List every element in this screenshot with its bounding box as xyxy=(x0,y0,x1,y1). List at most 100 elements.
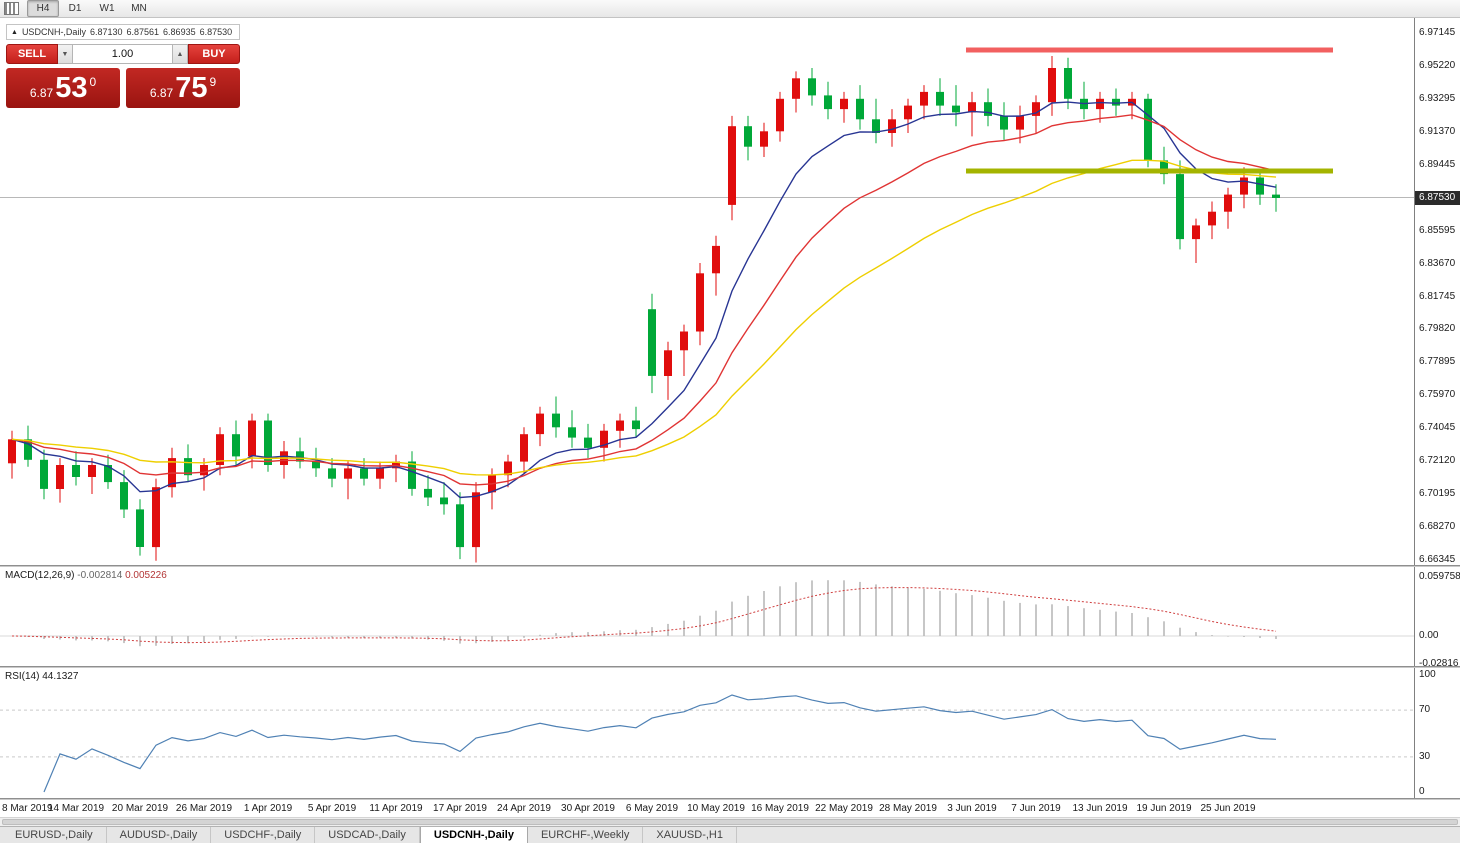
rsi-axis-label: 30 xyxy=(1419,751,1431,762)
candle-body xyxy=(1224,194,1232,212)
buy-price-display[interactable]: 6.87 75 9 xyxy=(126,68,240,108)
candle-body xyxy=(344,468,352,479)
timeframe-button-w1[interactable]: W1 xyxy=(99,3,115,14)
panel-separator[interactable] xyxy=(0,666,1460,668)
panel-separator[interactable] xyxy=(0,798,1460,800)
candle-body xyxy=(632,420,640,430)
date-label: 17 Apr 2019 xyxy=(433,803,487,814)
candle-body xyxy=(1112,98,1120,106)
candle-body xyxy=(1144,98,1152,161)
buy-button[interactable]: BUY xyxy=(188,44,240,64)
high-value: 6.87561 xyxy=(126,27,160,37)
date-label: 5 Apr 2019 xyxy=(307,803,357,814)
horizontal-scrollbar[interactable] xyxy=(0,817,1460,826)
support-line[interactable] xyxy=(966,168,1333,174)
rsi-panel-canvas[interactable] xyxy=(0,668,1414,798)
buy-price-point: 9 xyxy=(209,74,217,89)
candle-body xyxy=(984,102,992,116)
chart-window-icon xyxy=(4,2,19,15)
candle-body xyxy=(904,105,912,120)
macd-name: MACD(12,26,9) xyxy=(5,570,75,581)
date-label: 22 May 2019 xyxy=(815,803,873,814)
candle-body xyxy=(504,461,512,476)
candle-body xyxy=(184,458,192,476)
price-label: 6.89445 xyxy=(1419,159,1456,170)
sell-price-point: 0 xyxy=(89,74,97,89)
timeframe-button-d1[interactable]: D1 xyxy=(68,3,82,14)
rsi-axis-label: 70 xyxy=(1419,704,1431,715)
candle-body xyxy=(264,420,272,465)
sell-price-pips: 53 xyxy=(55,71,88,104)
candle-body xyxy=(520,434,528,462)
date-label: 28 May 2019 xyxy=(879,803,937,814)
date-label: 7 Jun 2019 xyxy=(1011,803,1061,814)
chart-tab-usdchf-daily[interactable]: USDCHF-,Daily xyxy=(211,827,316,843)
candle-body xyxy=(888,119,896,133)
candle-body xyxy=(856,98,864,120)
price-label: 6.83670 xyxy=(1419,258,1456,269)
candle-body xyxy=(472,492,480,548)
volume-down-button[interactable]: ▼ xyxy=(58,44,73,64)
sell-price-display[interactable]: 6.87 53 0 xyxy=(6,68,120,108)
volume-input[interactable] xyxy=(73,44,173,64)
price-chart-canvas[interactable] xyxy=(0,18,1414,565)
timeframe-button-mn[interactable]: MN xyxy=(131,3,147,14)
macd-axis-label: 0.00 xyxy=(1419,630,1439,641)
candle-body xyxy=(360,468,368,479)
candle-body xyxy=(200,465,208,476)
macd-signal-line xyxy=(11,587,1277,644)
scrollbar-thumb[interactable] xyxy=(2,819,1458,825)
date-label: 24 Apr 2019 xyxy=(497,803,551,814)
date-label: 11 Apr 2019 xyxy=(369,803,423,814)
ma-8-line xyxy=(11,101,1277,499)
candle-body xyxy=(968,102,976,113)
price-label: 6.97145 xyxy=(1419,27,1456,38)
macd-signal-value: 0.005226 xyxy=(125,570,167,581)
one-click-trading-panel: ▲ USDCNH-,Daily 6.87130 6.87561 6.86935 … xyxy=(6,24,240,108)
rsi-axis-label: 0 xyxy=(1419,786,1425,797)
candle-body xyxy=(1048,68,1056,103)
date-label: 26 Mar 2019 xyxy=(175,803,233,814)
chart-tab-xauusd-h1[interactable]: XAUUSD-,H1 xyxy=(643,827,737,843)
chart-tab-audusd-daily[interactable]: AUDUSD-,Daily xyxy=(106,827,212,843)
candle-body xyxy=(728,126,736,205)
time-scale[interactable]: 8 Mar 2019 14 Mar 2019 20 Mar 2019 26 Mar 2… xyxy=(0,800,1460,817)
macd-main-value: -0.002814 xyxy=(77,570,123,581)
candle-body xyxy=(24,439,32,460)
macd-axis-label: -0.02816 xyxy=(1419,658,1459,669)
candle-body xyxy=(840,98,848,110)
rsi-line xyxy=(43,694,1277,793)
date-label: 19 Jun 2019 xyxy=(1136,803,1192,814)
sell-button[interactable]: SELL xyxy=(6,44,58,64)
panel-separator[interactable] xyxy=(0,565,1460,567)
current-price-badge: 6.87530 xyxy=(1415,191,1460,205)
candle-body xyxy=(1096,98,1104,110)
chart-tab-eurchf-weekly[interactable]: EURCHF-,Weekly xyxy=(527,827,644,843)
chart-tab-usdcnh-daily[interactable]: USDCNH-,Daily xyxy=(419,827,528,843)
candle-body xyxy=(536,413,544,435)
chart-tab-eurusd-daily[interactable]: EURUSD-,Daily xyxy=(2,827,107,843)
candle-body xyxy=(408,461,416,489)
macd-panel-canvas[interactable] xyxy=(0,567,1414,666)
collapse-arrow-icon[interactable]: ▲ xyxy=(11,28,18,36)
date-label: 20 Mar 2019 xyxy=(111,803,169,814)
price-label: 6.75970 xyxy=(1419,389,1456,400)
candle-body xyxy=(760,131,768,147)
candle-body xyxy=(120,482,128,510)
volume-up-button[interactable]: ▲ xyxy=(173,44,188,64)
candle-body xyxy=(920,91,928,106)
timeframe-button-h4[interactable]: H4 xyxy=(27,0,59,17)
candle-body xyxy=(440,497,448,505)
low-value: 6.86935 xyxy=(163,27,196,37)
price-label: 6.70195 xyxy=(1419,488,1456,499)
candle-body xyxy=(88,465,96,477)
date-label: 3 Jun 2019 xyxy=(947,803,997,814)
candle-body xyxy=(952,105,960,113)
price-scale[interactable]: 6.97145 6.95220 6.93295 6.91370 6.89445 6.875… xyxy=(1414,18,1460,800)
rsi-axis-label: 100 xyxy=(1419,669,1436,680)
candle-body xyxy=(136,509,144,547)
chart-tab-usdcad-daily[interactable]: USDCAD-,Daily xyxy=(315,827,420,843)
candle-body xyxy=(216,434,224,465)
resistance-line[interactable] xyxy=(966,47,1333,53)
candle-body xyxy=(600,430,608,448)
